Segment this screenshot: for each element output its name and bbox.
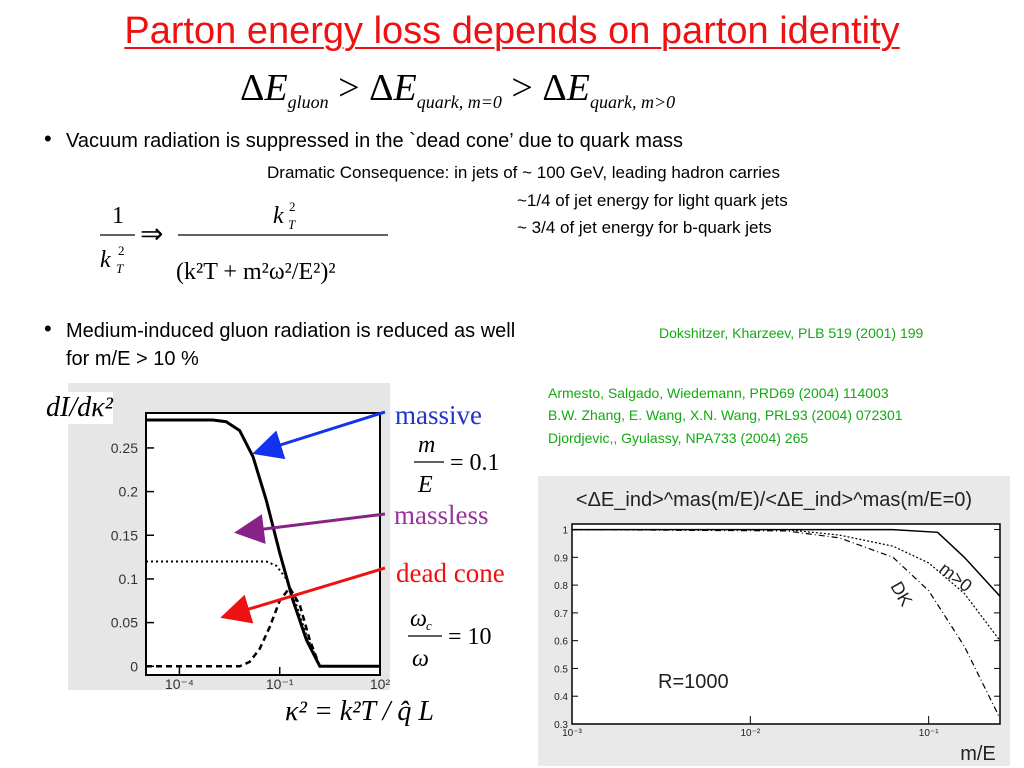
consequence-line-3: ~ 3/4 of jet energy for b-quark jets: [517, 218, 772, 237]
right-y-tick-label: 0.8: [554, 581, 568, 592]
dead-cone-formula: 1 k T 2 ⇒ k T 2 (k²T + m²ω²/E²)²: [100, 199, 388, 285]
right-y-tick-label: 0.7: [554, 609, 568, 620]
slide-title: Parton energy loss depends on parton ide…: [124, 10, 900, 52]
omega-ratio-formula: ω c ω = 10: [408, 606, 492, 672]
right-x-axis-label: m/E: [960, 743, 996, 765]
bullet-vacuum-radiation: Vacuum radiation is suppressed in the `d…: [66, 130, 684, 152]
right-x-tick-label: 10⁻¹: [919, 728, 939, 739]
m-numerator: m: [418, 432, 435, 458]
kappa-formula: κ² = k²T / q̂ L: [285, 696, 434, 727]
formula-rhs-k: k: [273, 203, 284, 229]
left-y-tick-label: 0: [130, 658, 138, 674]
left-x-tick-label: 10⁻¹: [266, 676, 294, 690]
right-series-m-0: [572, 528, 1001, 597]
right-y-tick-label: 0.4: [554, 692, 568, 703]
right-y-tick-label: 0.3: [554, 720, 568, 731]
label-massive: massive: [395, 400, 482, 430]
left-chart: 0 0.05 0.1 0.15 0.2 0.25 10⁻⁴ 10⁻¹ 10²: [111, 412, 390, 690]
formula-arrow: ⇒: [140, 219, 163, 250]
formula-lhs-k: k: [100, 247, 111, 273]
bullet-medium-induced-line2: for m/E > 10 %: [66, 348, 199, 370]
formula-rhs-sup: 2: [289, 199, 296, 214]
formula-rhs-sub: T: [288, 217, 296, 232]
bullet-medium-induced-line1: Medium-induced gluon radiation is reduce…: [66, 320, 516, 342]
right-series-DK: [572, 529, 1001, 642]
left-x-tick-label: 10⁻⁴: [165, 676, 194, 690]
reference-zhang: B.W. Zhang, E. Wang, X.N. Wang, PRL93 (2…: [548, 407, 903, 423]
left-series-massive: [146, 418, 380, 668]
e-denominator: E: [417, 472, 433, 498]
formula-rhs-denominator: (k²T + m²ω²/E²)²: [176, 259, 336, 285]
reference-armesto: Armesto, Salgado, Wiedemann, PRD69 (2004…: [548, 385, 889, 401]
right-x-tick-label: 10⁻³: [562, 728, 582, 739]
right-chart: <ΔE_ind>^mas(m/E)/<ΔE_ind>^mas(m/E=0) 0.3…: [554, 489, 1001, 765]
formula-lhs-numerator: 1: [112, 203, 124, 229]
bullet-marker: •: [44, 126, 52, 151]
left-y-tick-label: 0.05: [111, 615, 138, 631]
consequence-line-1: Dramatic Consequence: in jets of ~ 100 G…: [267, 163, 780, 182]
omega-c-subscript: c: [426, 618, 432, 633]
right-plot-area: [571, 523, 1001, 725]
right-annotation-R: R=1000: [658, 671, 729, 693]
label-dead-cone: dead cone: [396, 558, 505, 588]
left-y-tick-label: 0.25: [111, 440, 138, 456]
energy-loss-inequality: ΔEgluon > ΔEquark, m=0 > ΔEquark, m>0: [240, 67, 676, 112]
consequence-line-2: ~1/4 of jet energy for light quark jets: [517, 191, 788, 210]
left-y-tick-label: 0.15: [111, 527, 138, 543]
bullet-marker-2: •: [44, 316, 52, 341]
reference-djordjevic: Djordjevic,, Gyulassy, NPA733 (2004) 265: [548, 430, 809, 446]
left-plot-area: [145, 412, 381, 676]
m-over-e-formula: m E = 0.1: [414, 432, 500, 498]
reference-dokshitzer: Dokshitzer, Kharzeev, PLB 519 (2001) 199: [659, 325, 924, 341]
left-x-tick-label: 10²: [370, 676, 390, 690]
right-y-tick-label: 0.5: [554, 664, 568, 675]
formula-lhs-sup: 2: [118, 243, 125, 258]
formula-lhs-sub: T: [116, 261, 124, 276]
right-x-tick-label: 10⁻²: [740, 728, 760, 739]
right-y-tick-label: 1: [562, 526, 568, 537]
right-chart-title: <ΔE_ind>^mas(m/E)/<ΔE_ind>^mas(m/E=0): [576, 489, 972, 511]
label-massless: massless: [394, 500, 489, 530]
omega-ratio-value: = 10: [448, 624, 492, 650]
omega-c-numerator: ω: [410, 606, 427, 632]
left-y-tick-label: 0.2: [119, 484, 139, 500]
m-over-e-value: = 0.1: [450, 450, 500, 476]
right-y-tick-label: 0.6: [554, 637, 568, 648]
omega-denominator: ω: [412, 646, 429, 672]
left-y-tick-label: 0.1: [119, 571, 139, 587]
right-y-tick-label: 0.9: [554, 553, 568, 564]
y-axis-label-dI: dI/dκ²: [46, 392, 113, 424]
